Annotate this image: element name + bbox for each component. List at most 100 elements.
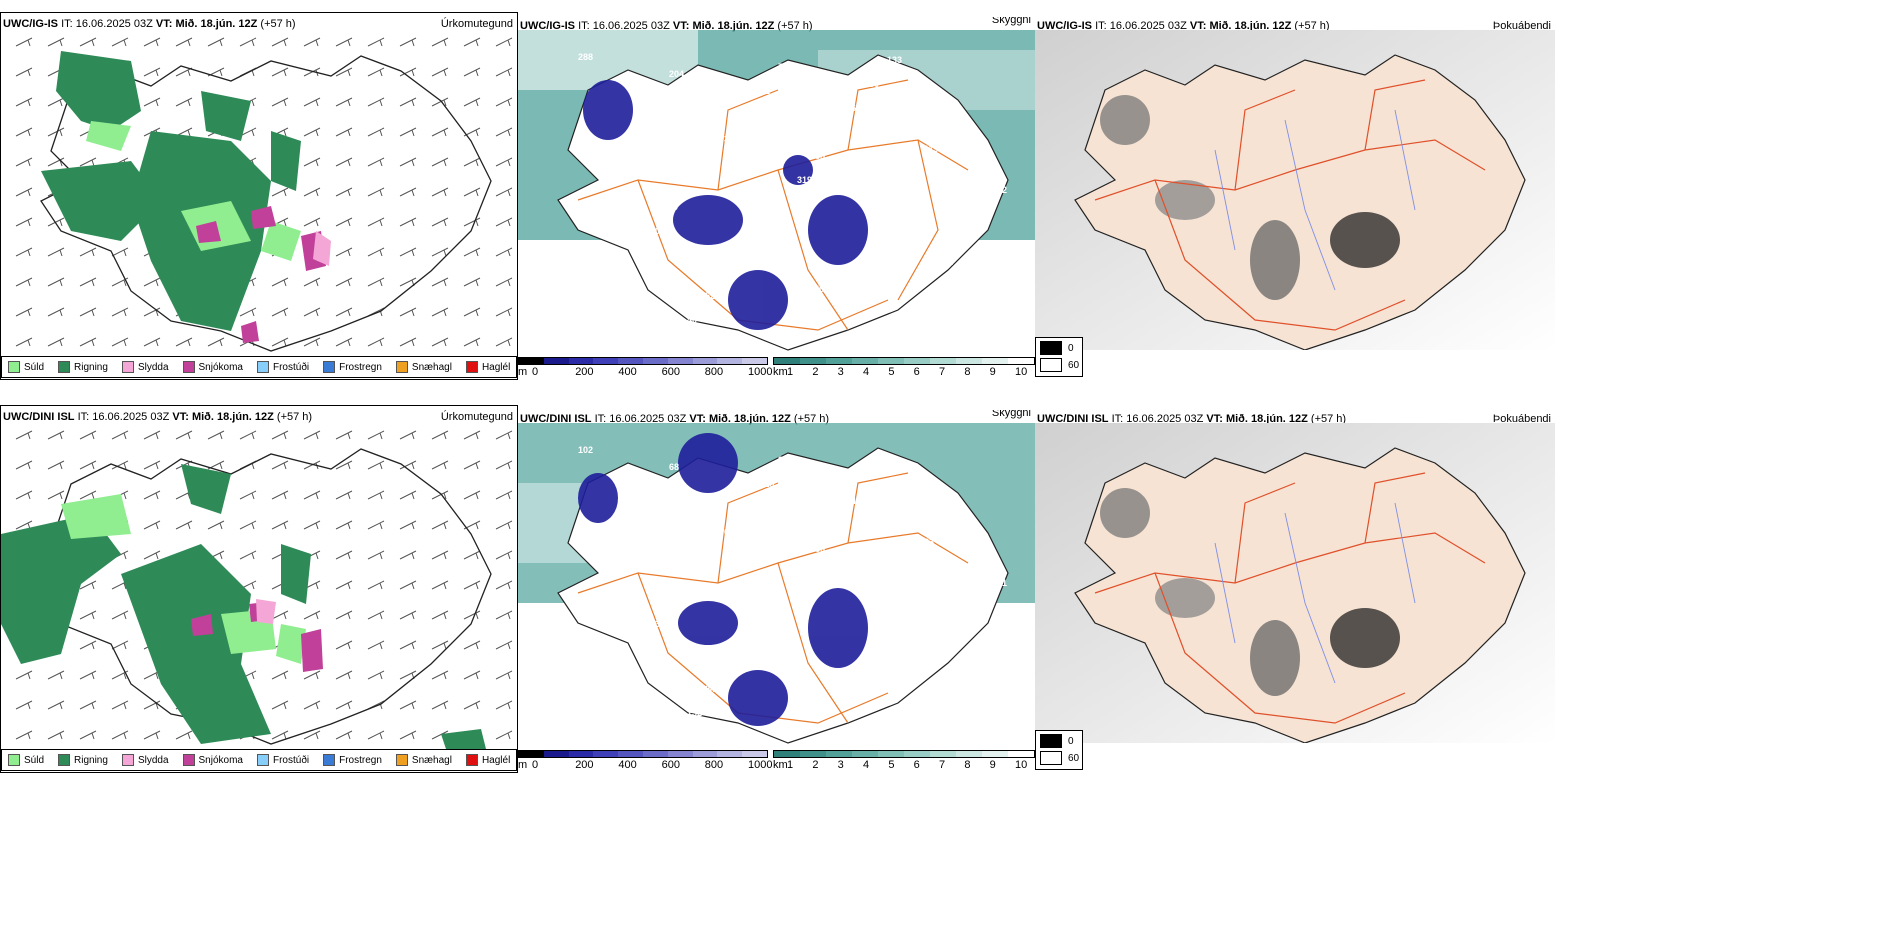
colorbar-cell — [667, 358, 693, 364]
colorbar-strip — [518, 750, 768, 758]
legend-swatch — [8, 754, 20, 766]
wind-barb — [239, 307, 257, 317]
legend-item: Slydda — [121, 754, 169, 766]
colorbar-tick: 800 — [704, 759, 724, 771]
colorbar-cell — [717, 358, 743, 364]
wind-barb — [367, 640, 385, 650]
wind-barb — [175, 67, 193, 77]
wind-barb — [463, 490, 481, 500]
legend-swatch — [323, 754, 336, 766]
iceland-land — [1074, 54, 1526, 350]
it-label: IT: — [1111, 413, 1124, 425]
wind-barb — [495, 127, 513, 137]
wind-barb — [303, 730, 321, 740]
cloudbase-label: 377 — [723, 660, 738, 670]
wind-barb — [111, 700, 129, 710]
wind-barb — [335, 640, 353, 650]
legend-label: Rigning — [74, 361, 108, 373]
panel-header: UWC/IG-IS IT: 16.06.2025 03Z VT: Mið. 18… — [3, 15, 515, 33]
wind-barb — [143, 307, 161, 317]
wind-barb — [111, 640, 129, 650]
it-label: IT: — [1095, 20, 1107, 32]
wind-barb — [399, 67, 417, 77]
wind-barb — [335, 217, 353, 227]
wind-barb — [15, 307, 33, 317]
it-label: IT: — [77, 411, 90, 423]
wind-barb — [463, 67, 481, 77]
wind-barb — [111, 307, 129, 317]
wind-barb — [303, 490, 321, 500]
wind-barb — [303, 277, 321, 287]
wind-barb — [15, 730, 33, 740]
wind-barb — [399, 307, 417, 317]
legend-label: Frostúði — [272, 361, 310, 373]
colorbar-cell — [618, 358, 643, 364]
forecast-offset: (+57 h) — [793, 413, 830, 425]
wind-barb — [271, 670, 289, 680]
wind-barb — [143, 67, 161, 77]
legend-item: Frostúði — [256, 754, 309, 766]
wind-barb — [335, 610, 353, 620]
wind-barb — [111, 247, 129, 257]
precip-legend: Súld Rigning Slydda Snjókoma Frostúði Frostre… — [1, 749, 518, 771]
colorbar-unit: km — [773, 759, 788, 771]
cloudbase-label: 91 — [632, 643, 642, 653]
wind-barb — [303, 700, 321, 710]
vt-label: VT: — [172, 411, 189, 423]
wind-barb — [463, 337, 481, 347]
colorbar-cell — [904, 358, 930, 364]
colorbar-tick: 9 — [989, 366, 996, 378]
wind-barb — [431, 580, 449, 590]
wind-barb — [335, 520, 353, 530]
colorbar-tick: 10 — [1015, 759, 1028, 771]
wind-barb — [335, 550, 353, 560]
cloudbase-label: 31 — [997, 578, 1007, 588]
rain-areas — [41, 51, 301, 331]
wind-barb — [431, 430, 449, 440]
it-value: 16.06.2025 03Z — [592, 20, 670, 32]
cloudbase-label: 98 — [632, 250, 642, 260]
wind-barb — [335, 307, 353, 317]
wind-barb — [143, 430, 161, 440]
wind-barb — [47, 307, 65, 317]
wind-barb — [463, 460, 481, 470]
model-name: UWC/DINI ISL — [520, 413, 592, 425]
legend-item: Snjókoma — [182, 361, 243, 373]
wind-barb — [271, 97, 289, 107]
wind-barb — [303, 337, 321, 347]
wind-barb — [431, 670, 449, 680]
fog-panel-top: UWC/IG-IS IT: 16.06.2025 03Z VT: Mið. 18… — [1035, 12, 1555, 380]
vt-label: VT: — [1206, 413, 1223, 425]
legend-swatch — [256, 361, 269, 373]
wind-barb — [335, 97, 353, 107]
cloudbase-label: 204 — [669, 69, 684, 79]
wind-barb — [79, 580, 97, 590]
colorbar-tick: 2 — [812, 366, 819, 378]
colorbar-cell — [717, 751, 743, 757]
legend-swatch — [58, 361, 71, 373]
it-value: 16.06.2025 03Z — [75, 18, 153, 30]
colorbar-tick: 6 — [913, 759, 920, 771]
colorbar-tick: 400 — [618, 759, 637, 771]
cloudbase-label: 242 — [906, 168, 921, 178]
wind-barb — [271, 337, 289, 347]
cloudbase-label: 74 — [778, 62, 788, 72]
colorbar-tick: 4 — [863, 366, 870, 378]
wind-barb — [143, 700, 161, 710]
legend-item: Snæhagl — [395, 361, 452, 373]
wind-barb — [495, 67, 513, 77]
wind-barb — [207, 430, 225, 440]
road-network — [577, 472, 969, 724]
cloudbase-label: 56 — [906, 561, 916, 571]
wind-barb — [143, 97, 161, 107]
wind-barb — [431, 460, 449, 470]
colorbar-cell — [852, 358, 878, 364]
wind-barb — [175, 520, 193, 530]
wind-barb — [15, 157, 33, 167]
wind-barb — [431, 97, 449, 107]
legend-label: Súld — [24, 754, 45, 766]
fog-legend-label: 0 — [1068, 342, 1074, 354]
colorbar-cell — [1008, 358, 1034, 364]
cloudbase-labels: 102 72 61 58 62 10 89 68 95 66 49 50 127 132 119 80 56 60… — [578, 445, 1007, 718]
cloudbase-label: 133 — [887, 55, 902, 65]
